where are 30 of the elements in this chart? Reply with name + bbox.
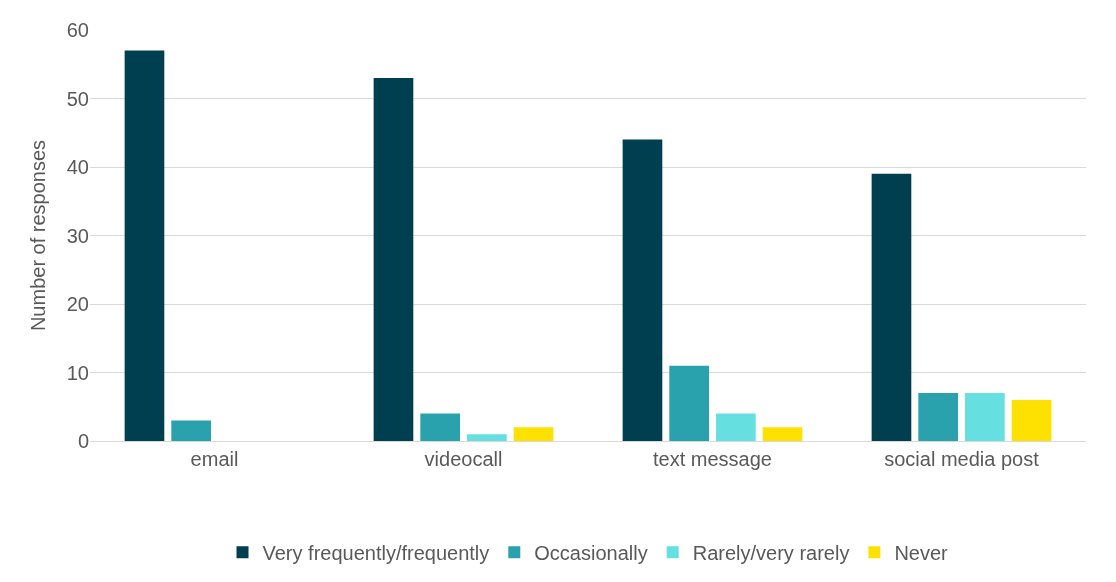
bar [669, 365, 709, 441]
bar [373, 77, 414, 441]
bar [1011, 399, 1052, 441]
x-tick-label: social media post [884, 448, 1040, 470]
y-tick-label: 60 [66, 19, 89, 41]
y-axis-title: Number of responses [27, 139, 50, 332]
bar [171, 420, 211, 441]
y-tick-label: 40 [66, 156, 89, 178]
bar [716, 413, 756, 441]
bar [513, 427, 554, 441]
y-tick-label: 0 [77, 430, 89, 452]
y-tick-label: 30 [66, 224, 89, 247]
bar [124, 50, 165, 441]
legend-label: Rarely/very rarely [692, 541, 850, 564]
bar [467, 434, 507, 441]
bar [965, 393, 1005, 441]
legend-label: Occasionally [534, 541, 648, 564]
legend-label: Never [894, 541, 949, 564]
y-tick-label: 10 [66, 361, 89, 384]
x-tick-label: videocall [424, 448, 503, 470]
y-tick-label: 50 [66, 87, 89, 110]
bar [420, 413, 460, 441]
x-tick-label: email [190, 448, 239, 470]
bar [762, 427, 803, 441]
x-tick-label: text message [653, 448, 772, 470]
legend-label: Very frequently/frequently [262, 541, 490, 564]
bar [918, 393, 958, 441]
bar [871, 173, 912, 441]
bar [622, 139, 663, 441]
y-tick-label: 20 [66, 293, 89, 315]
